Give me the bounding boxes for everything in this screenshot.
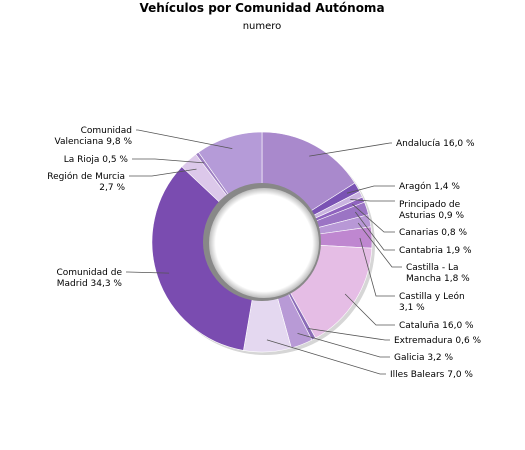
leader-line-14	[136, 129, 233, 150]
slice-label-6-line-1: 3,1 %	[399, 303, 425, 313]
leader-line-6	[359, 237, 395, 297]
leader-line-13	[132, 158, 205, 164]
slice-label-7: Cataluña 16,0 %	[399, 321, 474, 331]
slice-label-12-line-0: Región de Murcia	[47, 171, 125, 182]
slice-label-9: Galicia 3,2 %	[394, 353, 453, 363]
slice-label-2-line-0: Principado de	[399, 200, 461, 210]
slice-label-1: Aragón 1,4 %	[399, 181, 460, 192]
slice-label-2-line-1: Asturias 0,9 %	[399, 211, 465, 221]
slice-label-11-line-1: Madrid 34,3 %	[57, 279, 123, 289]
leader-line-12	[129, 168, 197, 177]
donut-hole	[203, 183, 321, 301]
chart-subtitle: numero	[243, 21, 282, 32]
slice-label-13: La Rioja 0,5 %	[64, 155, 129, 165]
leader-line-10	[266, 339, 386, 375]
slice-label-10: Illes Balears 7,0 %	[390, 370, 473, 380]
leader-line-1	[346, 185, 395, 194]
slice-label-5-line-0: Castilla - La	[406, 263, 459, 273]
slice-label-14-line-0: Comunidad	[81, 126, 132, 136]
leader-line-9	[297, 332, 390, 358]
slice-label-3: Canarias 0,8 %	[399, 228, 467, 238]
leader-line-8	[308, 328, 390, 341]
leader-line-5	[357, 222, 402, 268]
slice-label-8: Extremadura 0,6 %	[394, 336, 482, 346]
slice-label-6-line-0: Castilla y León	[399, 291, 465, 302]
leader-line-11	[126, 271, 170, 274]
slice-label-12-line-1: 2,7 %	[99, 183, 125, 193]
donut-hole-center	[209, 188, 319, 298]
leader-line-0	[309, 142, 392, 157]
leader-line-4	[354, 211, 395, 251]
slice-label-5-line-1: Mancha 1,8 %	[406, 274, 470, 284]
slice-labels: Andalucía 16,0 % Aragón 1,4 % Principado d…	[47, 126, 481, 380]
chart-title: Vehículos por Comunidad Autónoma	[139, 1, 384, 15]
leader-line-7	[344, 293, 395, 326]
slice-label-0: Andalucía 16,0 %	[396, 139, 475, 149]
slice-label-14-line-1: Valenciana 9,8 %	[55, 137, 133, 147]
leader-line-2	[350, 199, 395, 202]
slice-label-4: Cantabria 1,9 %	[399, 246, 472, 256]
leader-line-3	[352, 203, 395, 233]
slice-label-11-line-0: Comunidad de	[56, 268, 122, 278]
